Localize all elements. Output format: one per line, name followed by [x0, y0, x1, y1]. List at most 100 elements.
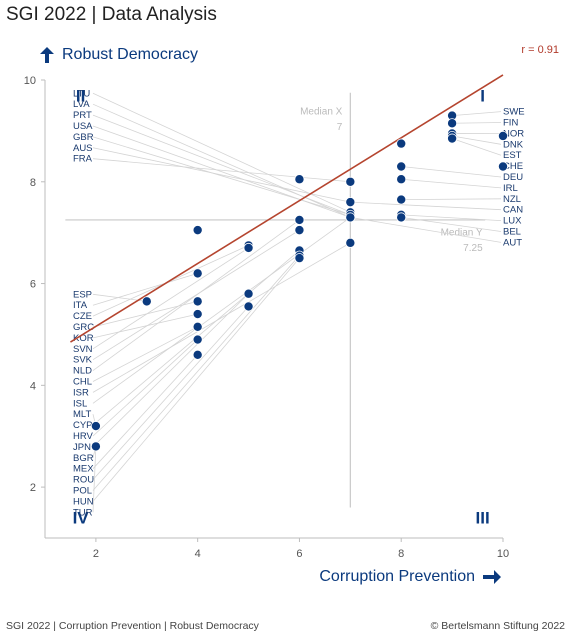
median-y-value: 7.25	[463, 243, 483, 254]
country-leader-line	[92, 293, 249, 448]
data-point	[141, 296, 152, 307]
country-leader-line	[452, 135, 502, 145]
data-point	[90, 421, 101, 432]
country-leader-line	[92, 300, 198, 328]
data-point	[192, 268, 203, 279]
country-label-usa: USA	[73, 121, 93, 132]
country-label-swe: SWE	[503, 107, 525, 118]
country-label-aus: AUS	[73, 143, 93, 154]
country-label-fra: FRA	[73, 154, 93, 165]
country-label-ita: ITA	[73, 300, 88, 311]
country-label-pol: POL	[73, 485, 92, 496]
y-tick-label: 10	[24, 75, 36, 87]
quadrant-label-iv: IV	[73, 509, 90, 528]
x-axis-label: Corruption Prevention	[319, 568, 475, 585]
arrow-up-icon	[40, 47, 54, 63]
country-label-hun: HUN	[73, 496, 94, 507]
data-point	[243, 301, 254, 312]
country-leader-line	[452, 122, 502, 124]
country-label-cyp: CYP	[73, 420, 93, 431]
country-label-jpn: JPN	[73, 442, 91, 453]
quadrant-label-iii: III	[476, 509, 490, 528]
country-label-nld: NLD	[73, 366, 92, 377]
country-label-bgr: BGR	[73, 453, 94, 464]
x-tick-label: 4	[195, 548, 201, 560]
country-label-svk: SVK	[73, 355, 93, 366]
data-point	[497, 161, 508, 172]
y-tick-label: 6	[30, 279, 36, 291]
data-point	[345, 212, 356, 223]
data-point	[396, 138, 407, 149]
country-leader-line	[350, 201, 502, 211]
page-title: SGI 2022 | Data Analysis	[6, 4, 217, 25]
country-leader-line	[92, 242, 351, 393]
country-leader-line	[401, 166, 502, 178]
data-point	[345, 197, 356, 208]
country-label-grc: GRC	[73, 322, 94, 333]
country-label-che: CHE	[503, 161, 523, 172]
y-tick-label: 4	[30, 380, 36, 392]
quadrant-label-ii: II	[76, 86, 85, 105]
country-leader-line	[401, 198, 502, 200]
country-leader-line	[92, 136, 351, 216]
country-label-prt: PRT	[73, 110, 92, 121]
country-label-kor: KOR	[73, 333, 94, 344]
median-y-label: Median Y	[441, 228, 483, 239]
country-leader-line	[92, 255, 300, 491]
country-label-ltu: LTU	[73, 88, 90, 99]
trend-line	[70, 74, 504, 343]
country-leader-line	[350, 217, 502, 243]
country-leader-line	[92, 125, 351, 218]
country-leader-line	[451, 138, 502, 156]
country-leader-line	[401, 178, 502, 189]
country-label-est: EST	[503, 150, 522, 161]
data-point	[192, 321, 203, 332]
country-leader-line	[92, 313, 198, 339]
country-label-esp: ESP	[73, 289, 92, 300]
country-label-cze: CZE	[73, 311, 92, 322]
data-point	[192, 309, 203, 320]
data-point	[396, 194, 407, 205]
country-label-lux: LUX	[503, 216, 522, 227]
country-label-deu: DEU	[503, 172, 523, 183]
data-point	[396, 212, 407, 223]
data-point	[447, 118, 458, 129]
footer-copyright: © Bertelsmann Stiftung 2022	[430, 620, 565, 632]
country-leader-line	[92, 158, 351, 183]
country-label-chl: CHL	[73, 376, 92, 387]
country-label-hrv: HRV	[73, 431, 94, 442]
data-point	[294, 214, 305, 225]
country-leader-line	[92, 339, 198, 437]
x-tick-label: 10	[497, 548, 509, 560]
country-leader-line	[92, 257, 300, 502]
country-leader-line	[92, 272, 198, 306]
y-tick-label: 8	[30, 177, 36, 189]
median-x-label: Median X	[300, 107, 343, 118]
data-point	[243, 242, 254, 253]
country-leader-line	[92, 446, 97, 513]
country-label-nor: NOR	[503, 128, 524, 139]
country-leader-line	[92, 247, 249, 350]
data-point	[294, 225, 305, 236]
x-tick-label: 6	[296, 548, 302, 560]
footer-source: SGI 2022 | Corruption Prevention | Robus…	[6, 620, 259, 632]
country-label-rou: ROU	[73, 475, 94, 486]
y-tick-label: 2	[30, 482, 36, 494]
country-label-aut: AUT	[503, 237, 522, 248]
data-point	[345, 237, 356, 248]
country-leader-line	[92, 306, 249, 480]
country-label-bel: BEL	[503, 227, 521, 238]
x-axis-title: Corruption Prevention	[319, 568, 501, 586]
country-label-svn: SVN	[73, 344, 93, 355]
country-leader-line	[92, 114, 351, 216]
country-leader-line	[452, 111, 502, 117]
y-axis-title: Robust Democracy	[40, 46, 198, 64]
x-tick-label: 2	[93, 548, 99, 560]
country-label-irl: IRL	[503, 183, 518, 194]
data-point	[192, 334, 203, 345]
country-leader-line	[92, 217, 351, 404]
country-label-mlt: MLT	[73, 409, 91, 420]
country-leader-line	[92, 219, 300, 371]
country-leader-line	[92, 147, 351, 203]
